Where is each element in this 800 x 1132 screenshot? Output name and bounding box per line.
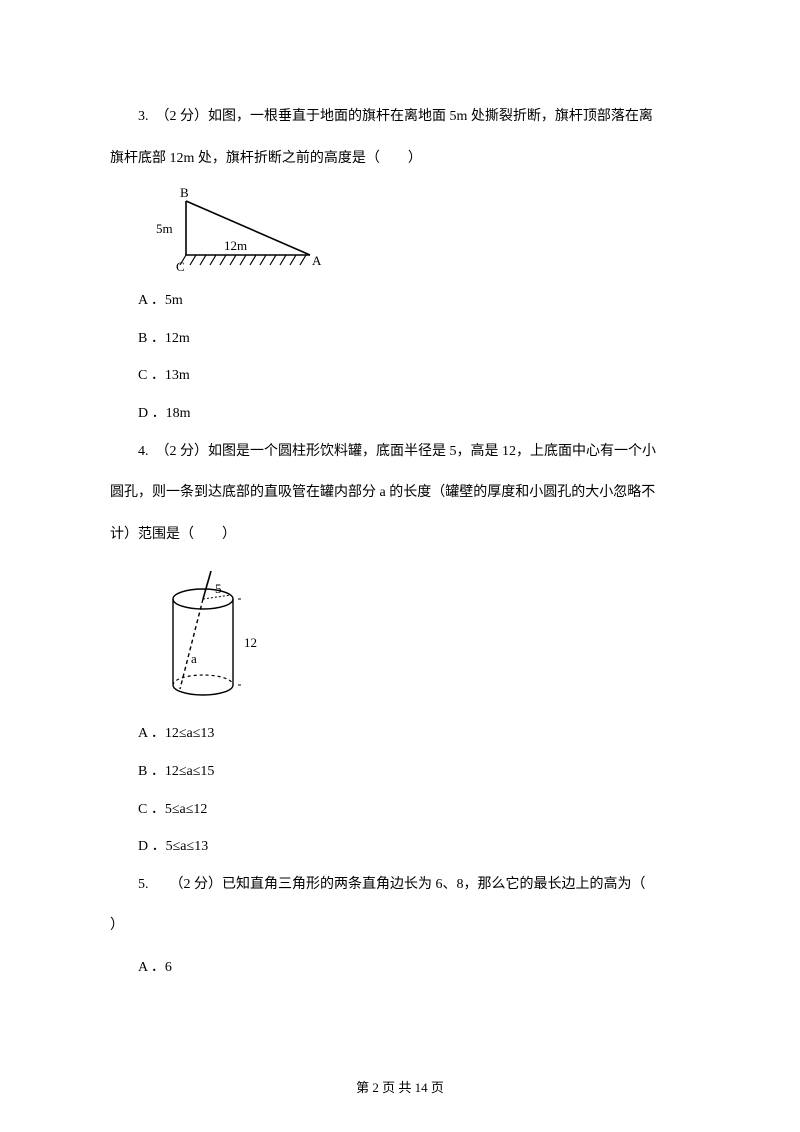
q3-number: 3. [138,109,163,124]
q4-stem-line3: 计）范围是（ ） [110,518,690,552]
q4-option-B: B ．12≤a≤15 [110,755,690,789]
q5-points: （2 分） [177,877,223,892]
q4-option-A: A ．12≤a≤13 [110,717,690,751]
q3-stem-line2: 旗杆底部 12m 处，旗杆折断之前的高度是（ ） [110,142,690,176]
svg-text:5: 5 [215,581,222,596]
q4-stem-text1: 如图是一个圆柱形饮料罐，底面半径是 5，高是 12，上底面中心有一个小 [208,444,656,459]
q4-stem-line1: 4. （2 分）如图是一个圆柱形饮料罐，底面半径是 5，高是 12，上底面中心有… [110,435,690,469]
q3-option-C: C ．13m [110,359,690,393]
q5-option-A: A ．6 [110,951,690,985]
q5-close-paren: ） [110,909,690,943]
q3-option-A: A ．5m [110,284,690,318]
q3-stem-text1: 如图，一根垂直于地面的旗杆在离地面 5m 处撕裂折断，旗杆顶部落在离 [208,109,653,124]
page-content: 3. （2 分）如图，一根垂直于地面的旗杆在离地面 5m 处撕裂折断，旗杆顶部落… [0,0,800,1049]
svg-text:a: a [191,651,197,666]
q5-stem-text1: 已知直角三角形的两条直角边长为 6、8，那么它的最长边上的高为（ [222,877,646,892]
q3-label-B: B [180,185,189,200]
q3-points: （2 分） [163,109,209,124]
q4-figure: 5 a 12 [158,567,273,707]
q3-figure: B 5m 12m C A [150,183,340,278]
q5-stem-line1: 5. （2 分）已知直角三角形的两条直角边长为 6、8，那么它的最长边上的高为（ [110,868,690,902]
q3-option-B: B ．12m [110,322,690,356]
q5-number: 5. [138,877,177,892]
q4-number: 4. [138,444,163,459]
q3-label-12m: 12m [224,238,247,253]
q4-stem-line2: 圆孔，则一条到达底部的直吸管在罐内部分 a 的长度（罐壁的厚度和小圆孔的大小忽略… [110,476,690,510]
q4-option-D: D ．5≤a≤13 [110,830,690,864]
svg-text:12: 12 [244,635,257,650]
q4-option-C: C ．5≤a≤12 [110,793,690,827]
q3-stem-line1: 3. （2 分）如图，一根垂直于地面的旗杆在离地面 5m 处撕裂折断，旗杆顶部落… [110,100,690,134]
q3-label-5m: 5m [156,221,173,236]
q3-label-C: C [176,259,185,274]
q3-option-D: D ．18m [110,397,690,431]
q4-points: （2 分） [163,444,209,459]
q3-label-A: A [312,253,322,268]
page-footer: 第 2 页 共 14 页 [0,1077,800,1096]
